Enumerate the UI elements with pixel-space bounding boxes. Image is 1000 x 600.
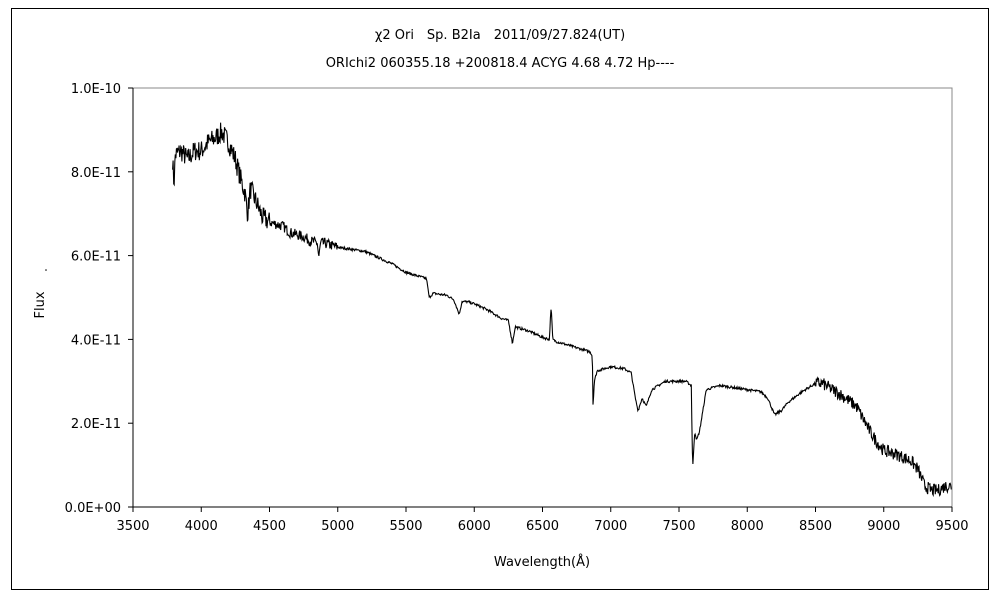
y-tick-label: 8.0E-11 xyxy=(71,166,121,181)
plot-area xyxy=(132,87,953,508)
x-tick-label: 4000 xyxy=(185,519,218,534)
x-tick-label: 5000 xyxy=(321,519,354,534)
chart-subtitle: ORIchi2 060355.18 +200818.4 ACYG 4.68 4.… xyxy=(326,56,675,71)
y-tick-label: 2.0E-11 xyxy=(71,417,121,432)
y-tick-label: 6.0E-11 xyxy=(71,250,121,265)
x-tick-label: 8500 xyxy=(799,519,832,534)
x-tick-label: 9000 xyxy=(867,519,900,534)
x-tick-label: 6000 xyxy=(458,519,491,534)
y-tick-label: 1.0E-10 xyxy=(71,82,121,97)
chart-frame xyxy=(11,8,989,590)
x-tick-label: 4500 xyxy=(253,519,286,534)
x-tick-label: 9500 xyxy=(935,519,968,534)
marker-dot xyxy=(45,269,47,271)
x-tick-label: 7500 xyxy=(662,519,695,534)
x-tick-label: 5500 xyxy=(389,519,422,534)
x-tick-label: 6500 xyxy=(526,519,559,534)
y-axis-label: Flux xyxy=(33,291,48,318)
spectrum-line xyxy=(172,122,952,498)
x-tick-label: 8000 xyxy=(731,519,764,534)
x-tick-label: 3500 xyxy=(116,519,149,534)
x-axis-label: Wavelength(Å) xyxy=(494,554,590,570)
y-tick-label: 4.0E-11 xyxy=(71,333,121,348)
chart-title: χ2 Ori Sp. B2Ia 2011/09/27.824(UT) xyxy=(375,28,625,43)
y-tick-label: 0.0E+00 xyxy=(65,501,121,516)
x-tick-label: 7000 xyxy=(594,519,627,534)
